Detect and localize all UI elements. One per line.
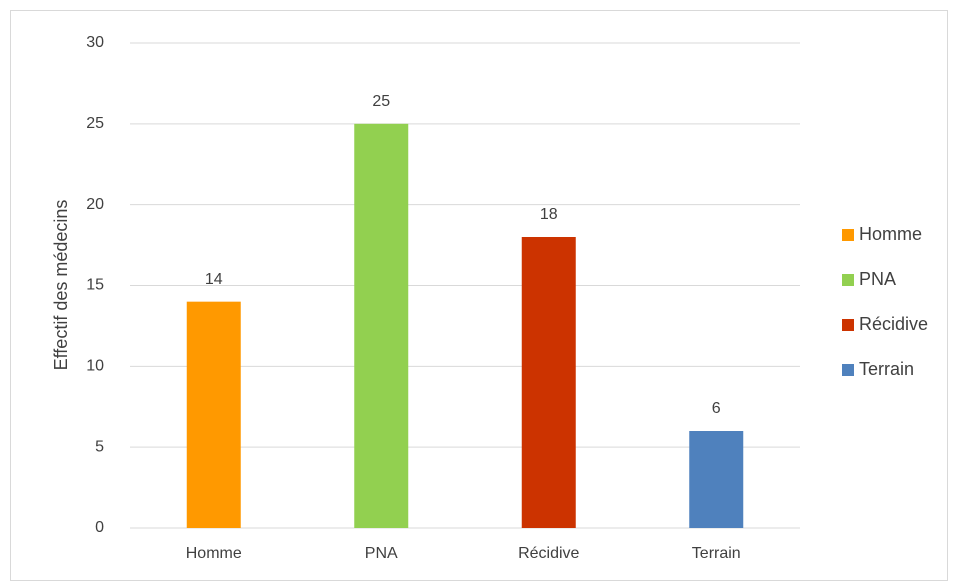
legend-label: Récidive: [859, 314, 928, 334]
bar: [354, 123, 409, 528]
y-tick-label: 10: [86, 358, 104, 375]
data-label: 18: [540, 206, 558, 223]
y-tick-label: 5: [95, 438, 104, 455]
legend-label: Homme: [859, 224, 922, 244]
chart-frame: [10, 10, 948, 581]
bar: [186, 301, 241, 528]
bar: [521, 237, 576, 528]
legend-label: PNA: [859, 269, 896, 289]
legend-swatch: [842, 319, 854, 331]
legend-swatch: [842, 274, 854, 286]
legend-swatch: [842, 229, 854, 241]
x-tick-label: Homme: [186, 545, 242, 562]
x-tick-label: Récidive: [518, 545, 579, 562]
bar: [689, 431, 744, 528]
x-tick-label: Terrain: [692, 545, 741, 562]
y-tick-label: 15: [86, 277, 104, 294]
y-tick-label: 25: [86, 115, 104, 132]
y-tick-label: 0: [95, 519, 104, 536]
data-label: 25: [372, 93, 390, 110]
y-tick-label: 30: [86, 34, 104, 51]
y-tick-label: 20: [86, 196, 104, 213]
legend-label: Terrain: [859, 359, 914, 379]
data-label: 6: [712, 400, 721, 417]
data-label: 14: [205, 271, 223, 288]
x-tick-label: PNA: [365, 545, 398, 562]
y-axis-label: Effectif des médecins: [51, 200, 71, 371]
legend-swatch: [842, 364, 854, 376]
